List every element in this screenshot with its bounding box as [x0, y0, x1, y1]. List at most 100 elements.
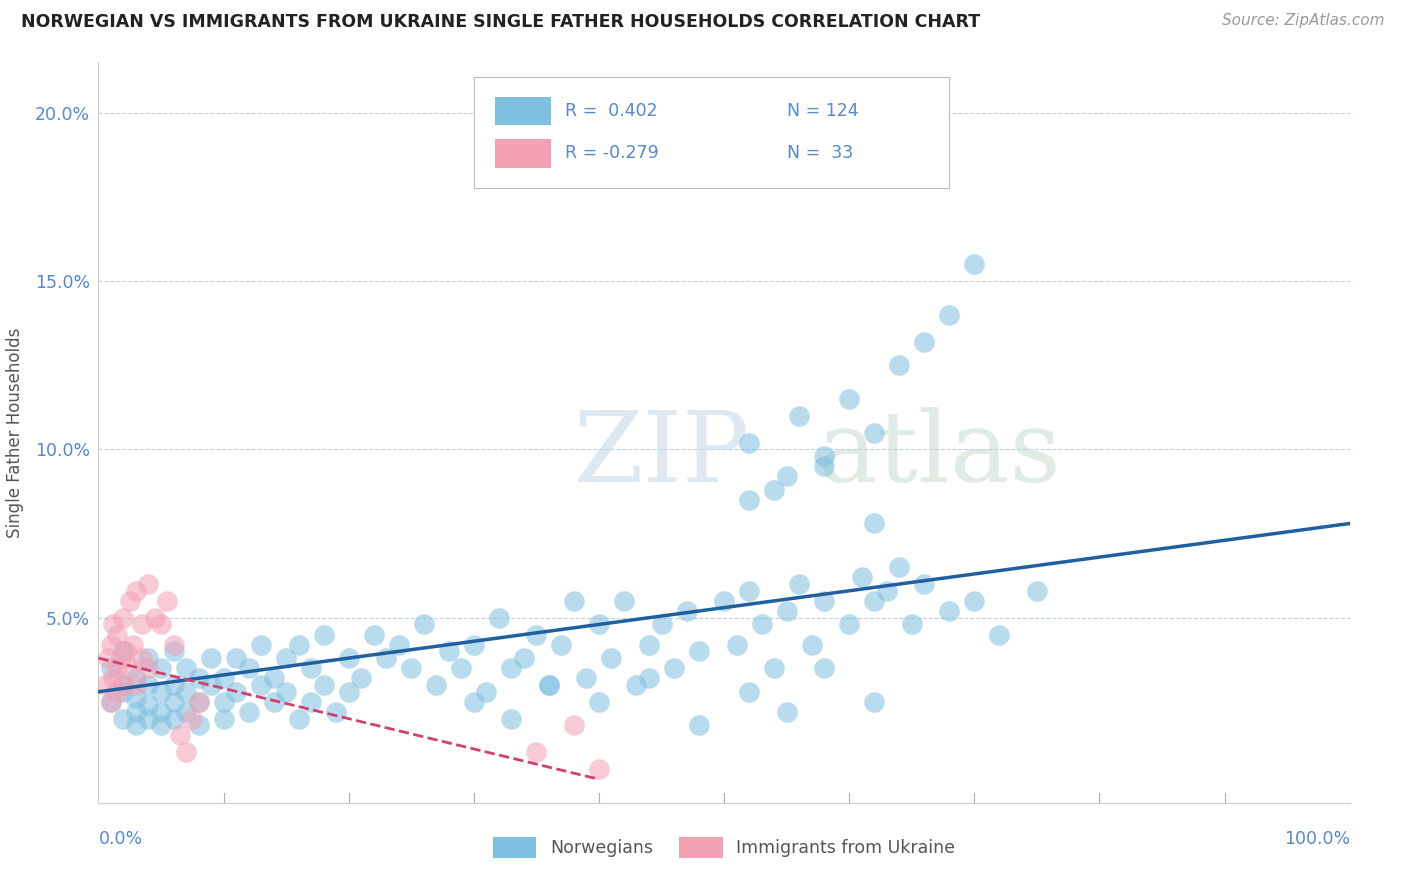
Text: NORWEGIAN VS IMMIGRANTS FROM UKRAINE SINGLE FATHER HOUSEHOLDS CORRELATION CHART: NORWEGIAN VS IMMIGRANTS FROM UKRAINE SIN…	[21, 13, 980, 31]
Point	[97, 651, 120, 665]
Point	[174, 705, 197, 719]
Legend: Norwegians, Immigrants from Ukraine: Norwegians, Immigrants from Ukraine	[486, 830, 962, 864]
Point	[287, 638, 309, 652]
Point	[588, 695, 610, 709]
Point	[187, 671, 209, 685]
Point	[212, 712, 235, 726]
Point	[588, 762, 610, 776]
Point	[118, 594, 141, 608]
Point	[363, 627, 385, 641]
Point	[337, 685, 360, 699]
Point	[131, 651, 153, 665]
Point	[162, 712, 184, 726]
Point	[112, 610, 135, 624]
Point	[738, 685, 761, 699]
Point	[287, 712, 309, 726]
Point	[112, 685, 135, 699]
Point	[688, 718, 710, 732]
Point	[412, 617, 434, 632]
Point	[863, 516, 886, 531]
Y-axis label: Single Father Households: Single Father Households	[6, 327, 24, 538]
Text: N = 124: N = 124	[787, 102, 858, 120]
Point	[103, 671, 125, 685]
Point	[813, 594, 835, 608]
Point	[103, 617, 125, 632]
Point	[181, 712, 204, 726]
Point	[212, 695, 235, 709]
Point	[889, 560, 911, 574]
Point	[388, 638, 411, 652]
Text: 0.0%: 0.0%	[98, 830, 142, 847]
Point	[100, 695, 122, 709]
Point	[162, 644, 184, 658]
Point	[100, 661, 122, 675]
Point	[738, 492, 761, 507]
Point	[125, 705, 148, 719]
Point	[776, 469, 799, 483]
Point	[675, 604, 697, 618]
Point	[312, 627, 335, 641]
Text: Source: ZipAtlas.com: Source: ZipAtlas.com	[1222, 13, 1385, 29]
Point	[738, 583, 761, 598]
Point	[562, 718, 585, 732]
FancyBboxPatch shape	[495, 97, 551, 126]
Point	[100, 638, 122, 652]
Point	[162, 638, 184, 652]
Point	[299, 695, 322, 709]
Point	[200, 651, 222, 665]
FancyBboxPatch shape	[495, 139, 551, 168]
Point	[174, 745, 197, 759]
Point	[138, 712, 160, 726]
Point	[105, 627, 128, 641]
Point	[863, 695, 886, 709]
Point	[162, 678, 184, 692]
Text: atlas: atlas	[818, 407, 1060, 503]
Point	[626, 678, 648, 692]
Point	[863, 425, 886, 440]
Point	[963, 594, 986, 608]
Point	[299, 661, 322, 675]
Point	[325, 705, 347, 719]
Point	[263, 671, 285, 685]
Point	[550, 638, 572, 652]
Point	[200, 678, 222, 692]
Point	[263, 695, 285, 709]
Point	[738, 435, 761, 450]
Point	[450, 661, 472, 675]
Point	[150, 685, 173, 699]
Point	[122, 638, 145, 652]
Point	[250, 638, 273, 652]
Point	[988, 627, 1011, 641]
Point	[105, 661, 128, 675]
Point	[562, 594, 585, 608]
Point	[524, 627, 547, 641]
Text: R = -0.279: R = -0.279	[565, 144, 659, 161]
Point	[174, 661, 197, 675]
Point	[851, 570, 873, 584]
Point	[350, 671, 373, 685]
Point	[274, 685, 298, 699]
Point	[138, 661, 160, 675]
Point	[813, 459, 835, 474]
Point	[501, 712, 523, 726]
Point	[613, 594, 636, 608]
Point	[150, 617, 173, 632]
Point	[838, 392, 860, 406]
FancyBboxPatch shape	[474, 78, 949, 188]
Point	[725, 638, 748, 652]
Point	[375, 651, 398, 665]
Point	[150, 705, 173, 719]
Point	[938, 308, 960, 322]
Point	[513, 651, 536, 665]
Point	[212, 671, 235, 685]
Point	[105, 685, 128, 699]
Point	[889, 359, 911, 373]
Point	[813, 661, 835, 675]
Point	[187, 695, 209, 709]
Point	[125, 678, 148, 692]
Point	[463, 695, 485, 709]
Point	[112, 678, 135, 692]
Point	[763, 483, 786, 497]
Point	[938, 604, 960, 618]
Point	[112, 678, 135, 692]
